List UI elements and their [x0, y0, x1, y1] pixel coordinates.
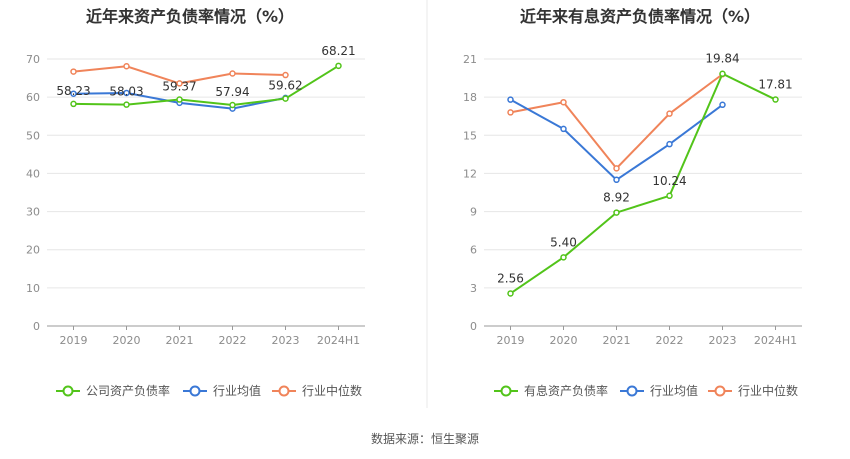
- data-label: 2.56: [497, 271, 524, 285]
- y-tick-label: 18: [463, 91, 477, 104]
- legend-marker[interactable]: [278, 385, 290, 397]
- data-point: [229, 70, 236, 77]
- data-point: [666, 192, 673, 200]
- legend-marker[interactable]: [189, 385, 201, 397]
- legend-label[interactable]: 公司资产负债率: [86, 383, 170, 398]
- x-tick-label: 2020: [113, 334, 141, 347]
- y-tick-label: 3: [470, 282, 477, 295]
- data-point: [507, 290, 514, 297]
- x-tick-label: 2020: [550, 334, 578, 347]
- legend-marker[interactable]: [500, 385, 512, 397]
- data-point: [123, 89, 130, 97]
- series-line-company: [509, 72, 776, 295]
- data-label: 19.84: [705, 52, 739, 66]
- chart-title: 近年来资产负债率情况（%）: [86, 7, 294, 26]
- y-tick-label: 0: [33, 320, 40, 333]
- legend-label[interactable]: 行业均值: [650, 383, 698, 398]
- y-tick-label: 40: [26, 167, 40, 180]
- legend-label[interactable]: 有息资产负债率: [524, 383, 608, 398]
- data-label: 58.23: [56, 84, 90, 98]
- y-tick-label: 12: [463, 167, 477, 180]
- data-point: [613, 176, 620, 184]
- data-point: [772, 96, 779, 103]
- data-label: 57.94: [215, 85, 249, 99]
- x-tick-label: 2023: [272, 334, 300, 347]
- legend-label[interactable]: 行业中位数: [302, 383, 362, 398]
- data-point: [176, 96, 183, 103]
- y-tick-label: 6: [470, 244, 477, 257]
- legend-label[interactable]: 行业中位数: [738, 383, 798, 398]
- y-tick-label: 21: [463, 53, 477, 66]
- legend-label[interactable]: 行业均值: [213, 383, 261, 398]
- data-point: [613, 209, 620, 216]
- x-tick-label: 2021: [603, 334, 631, 347]
- series-line-company: [73, 64, 340, 107]
- data-point: [507, 96, 514, 103]
- data-point: [229, 101, 236, 109]
- data-label: 68.21: [321, 44, 355, 58]
- y-tick-label: 70: [26, 53, 40, 66]
- legend-marker[interactable]: [62, 385, 74, 397]
- data-point: [560, 98, 567, 106]
- x-tick-label: 2022: [219, 334, 247, 347]
- data-label: 5.40: [550, 235, 577, 249]
- data-point: [719, 101, 726, 109]
- data-label: 58.03: [109, 85, 143, 99]
- data-point: [70, 68, 77, 75]
- data-point: [666, 140, 673, 148]
- data-label: 10.24: [652, 174, 686, 188]
- data-point: [719, 70, 726, 77]
- series-line-industry-median: [510, 73, 724, 170]
- data-point: [507, 109, 514, 116]
- data-point: [335, 62, 342, 70]
- data-label: 17.81: [758, 78, 792, 92]
- x-tick-label: 2024H1: [317, 334, 360, 347]
- data-point: [123, 62, 130, 70]
- y-tick-label: 30: [26, 206, 40, 219]
- data-point: [666, 110, 673, 117]
- x-tick-label: 2023: [709, 334, 737, 347]
- data-source-text: 数据来源：恒生聚源: [371, 431, 479, 446]
- data-point: [560, 254, 567, 261]
- data-label: 59.37: [162, 80, 196, 94]
- data-point: [282, 95, 289, 102]
- legend-marker[interactable]: [626, 385, 638, 397]
- y-tick-label: 9: [470, 206, 477, 219]
- legend-marker[interactable]: [714, 385, 726, 397]
- data-point: [176, 80, 183, 87]
- y-tick-label: 0: [470, 320, 477, 333]
- data-point: [70, 90, 77, 97]
- x-tick-label: 2019: [60, 334, 88, 347]
- data-point: [613, 165, 620, 172]
- data-point: [560, 125, 567, 133]
- x-tick-label: 2024H1: [754, 334, 797, 347]
- data-point: [282, 71, 289, 79]
- y-tick-label: 20: [26, 244, 40, 257]
- x-tick-label: 2022: [656, 334, 684, 347]
- data-label: 8.92: [603, 191, 630, 205]
- chart-title: 近年来有息资产负债率情况（%）: [520, 7, 760, 26]
- data-label: 59.62: [268, 79, 302, 93]
- y-tick-label: 50: [26, 129, 40, 142]
- y-tick-label: 15: [463, 129, 477, 142]
- data-point: [123, 101, 130, 108]
- x-tick-label: 2019: [497, 334, 525, 347]
- y-tick-label: 10: [26, 282, 40, 295]
- y-tick-label: 60: [26, 91, 40, 104]
- data-point: [70, 100, 77, 108]
- x-tick-label: 2021: [166, 334, 194, 347]
